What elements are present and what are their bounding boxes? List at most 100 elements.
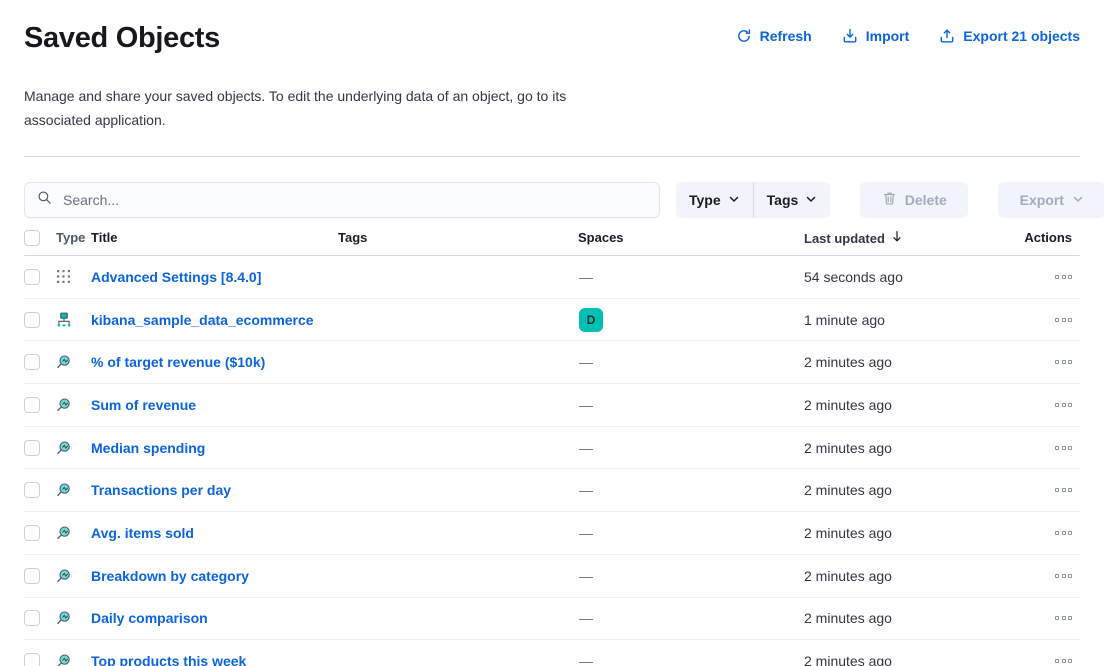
page-header: Saved Objects Refresh: [24, 18, 1080, 58]
table-row: Median spending — 2 minutes ago: [24, 427, 1080, 470]
lens-icon: [56, 653, 91, 666]
no-spaces-dash: —: [579, 653, 593, 666]
row-select-cell: [24, 311, 56, 328]
row-actions-cell: [964, 440, 1080, 456]
table-row: Daily comparison — 2 minutes ago: [24, 598, 1080, 641]
row-actions-menu-icon[interactable]: [1053, 269, 1074, 285]
row-actions-cell: [964, 610, 1080, 626]
no-spaces-dash: —: [579, 439, 593, 456]
no-spaces-dash: —: [579, 524, 593, 541]
row-last-updated: 2 minutes ago: [804, 439, 892, 456]
row-last-updated: 2 minutes ago: [804, 396, 892, 413]
column-header-spaces[interactable]: Spaces: [578, 230, 624, 245]
saved-object-link[interactable]: Avg. items sold: [91, 524, 194, 541]
row-spaces-cell: —: [578, 525, 804, 541]
row-spaces-cell: —: [578, 440, 804, 456]
table-controls: Type Tags Del: [24, 182, 1104, 218]
row-select-cell: [24, 567, 56, 584]
column-header-tags[interactable]: Tags: [338, 230, 368, 245]
column-header-type[interactable]: Type: [56, 230, 86, 245]
space-badge[interactable]: D: [579, 307, 603, 332]
row-spaces-cell: —: [578, 397, 804, 413]
saved-object-link[interactable]: kibana_sample_data_ecommerce: [91, 311, 314, 328]
trash-icon: [882, 191, 897, 209]
row-select-cell: [24, 396, 56, 413]
saved-object-link[interactable]: Daily comparison: [91, 610, 208, 627]
select-all-checkbox[interactable]: [24, 230, 40, 246]
row-checkbox[interactable]: [24, 610, 40, 627]
search-input[interactable]: [24, 182, 660, 218]
saved-object-link[interactable]: % of target revenue ($10k): [91, 354, 266, 371]
row-title-cell: Daily comparison: [91, 610, 338, 626]
row-title-cell: Advanced Settings [8.4.0]: [91, 269, 338, 285]
advanced-settings-icon: [56, 269, 91, 284]
row-actions-cell: [964, 653, 1080, 666]
refresh-label: Refresh: [759, 28, 812, 44]
row-actions-cell: [964, 354, 1080, 370]
no-spaces-dash: —: [579, 610, 593, 627]
table-row: Breakdown by category — 2 minutes ago: [24, 555, 1080, 598]
row-checkbox[interactable]: [24, 567, 40, 584]
filter-group: Type Tags: [676, 182, 831, 218]
row-spaces-cell: —: [578, 482, 804, 498]
delete-button[interactable]: Delete: [860, 182, 969, 218]
row-checkbox[interactable]: [24, 354, 40, 371]
row-checkbox[interactable]: [24, 311, 40, 328]
row-actions-menu-icon[interactable]: [1053, 440, 1074, 456]
import-button[interactable]: Import: [842, 28, 909, 44]
row-title-cell: % of target revenue ($10k): [91, 354, 338, 370]
row-select-cell: [24, 610, 56, 627]
column-header-title[interactable]: Title: [91, 230, 118, 245]
saved-object-link[interactable]: Top products this week: [91, 653, 247, 666]
row-title-cell: Transactions per day: [91, 482, 338, 498]
row-checkbox[interactable]: [24, 653, 40, 666]
saved-object-link[interactable]: Median spending: [91, 439, 206, 456]
row-actions-menu-icon[interactable]: [1053, 354, 1074, 370]
row-actions-cell: [964, 568, 1080, 584]
export-dropdown-button[interactable]: Export: [998, 182, 1104, 218]
page-title: Saved Objects: [24, 22, 220, 54]
row-title-cell: kibana_sample_data_ecommerce: [91, 312, 338, 328]
table-header-row: Type Title Tags Spaces Last updated Acti…: [24, 230, 1080, 256]
row-checkbox[interactable]: [24, 439, 40, 456]
saved-object-link[interactable]: Transactions per day: [91, 482, 232, 499]
column-header-last-updated-label: Last updated: [804, 230, 885, 246]
type-filter-label: Type: [689, 192, 721, 208]
row-checkbox[interactable]: [24, 268, 40, 285]
row-last-updated: 2 minutes ago: [804, 567, 892, 584]
row-last-updated: 2 minutes ago: [804, 653, 892, 666]
row-select-cell: [24, 524, 56, 541]
row-spaces-cell: —: [578, 269, 804, 285]
row-actions-menu-icon[interactable]: [1053, 482, 1074, 498]
row-spaces-cell: —: [578, 568, 804, 584]
row-title-cell: Median spending: [91, 440, 338, 456]
row-actions-menu-icon[interactable]: [1053, 397, 1074, 413]
row-title-cell: Top products this week: [91, 653, 338, 666]
row-title-cell: Breakdown by category: [91, 568, 338, 584]
column-header-last-updated[interactable]: Last updated: [804, 230, 964, 246]
lens-icon: [56, 525, 91, 541]
no-spaces-dash: —: [579, 482, 593, 499]
import-icon: [842, 28, 858, 44]
row-actions-menu-icon[interactable]: [1053, 610, 1074, 626]
refresh-icon: [736, 28, 752, 44]
row-actions-menu-icon[interactable]: [1053, 653, 1074, 666]
saved-object-link[interactable]: Sum of revenue: [91, 396, 197, 413]
delete-label: Delete: [904, 192, 947, 208]
saved-object-link[interactable]: Advanced Settings [8.4.0]: [91, 268, 262, 285]
saved-object-link[interactable]: Breakdown by category: [91, 567, 249, 584]
export-objects-button[interactable]: Export 21 objects: [939, 28, 1080, 44]
refresh-button[interactable]: Refresh: [736, 28, 812, 44]
row-checkbox[interactable]: [24, 396, 40, 413]
lens-icon: [56, 568, 91, 584]
type-filter-button[interactable]: Type: [676, 182, 753, 218]
chevron-down-icon: [728, 192, 740, 208]
row-actions-menu-icon[interactable]: [1053, 312, 1074, 328]
row-checkbox[interactable]: [24, 524, 40, 541]
tags-filter-button[interactable]: Tags: [754, 182, 831, 218]
row-actions-menu-icon[interactable]: [1053, 568, 1074, 584]
row-checkbox[interactable]: [24, 482, 40, 499]
row-actions-cell: [964, 525, 1080, 541]
row-actions-cell: [964, 312, 1080, 328]
row-actions-menu-icon[interactable]: [1053, 525, 1074, 541]
